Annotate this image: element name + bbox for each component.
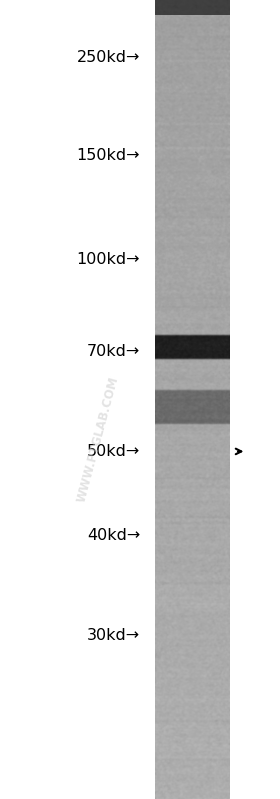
Text: 30kd→: 30kd→ (87, 628, 140, 642)
Text: 150kd→: 150kd→ (76, 149, 140, 163)
Text: 50kd→: 50kd→ (87, 444, 140, 459)
Text: WWW.PTGLAB.COM: WWW.PTGLAB.COM (75, 375, 121, 504)
Text: 100kd→: 100kd→ (76, 252, 140, 267)
Text: 40kd→: 40kd→ (87, 528, 140, 543)
Text: 250kd→: 250kd→ (77, 50, 140, 65)
Text: 70kd→: 70kd→ (87, 344, 140, 359)
